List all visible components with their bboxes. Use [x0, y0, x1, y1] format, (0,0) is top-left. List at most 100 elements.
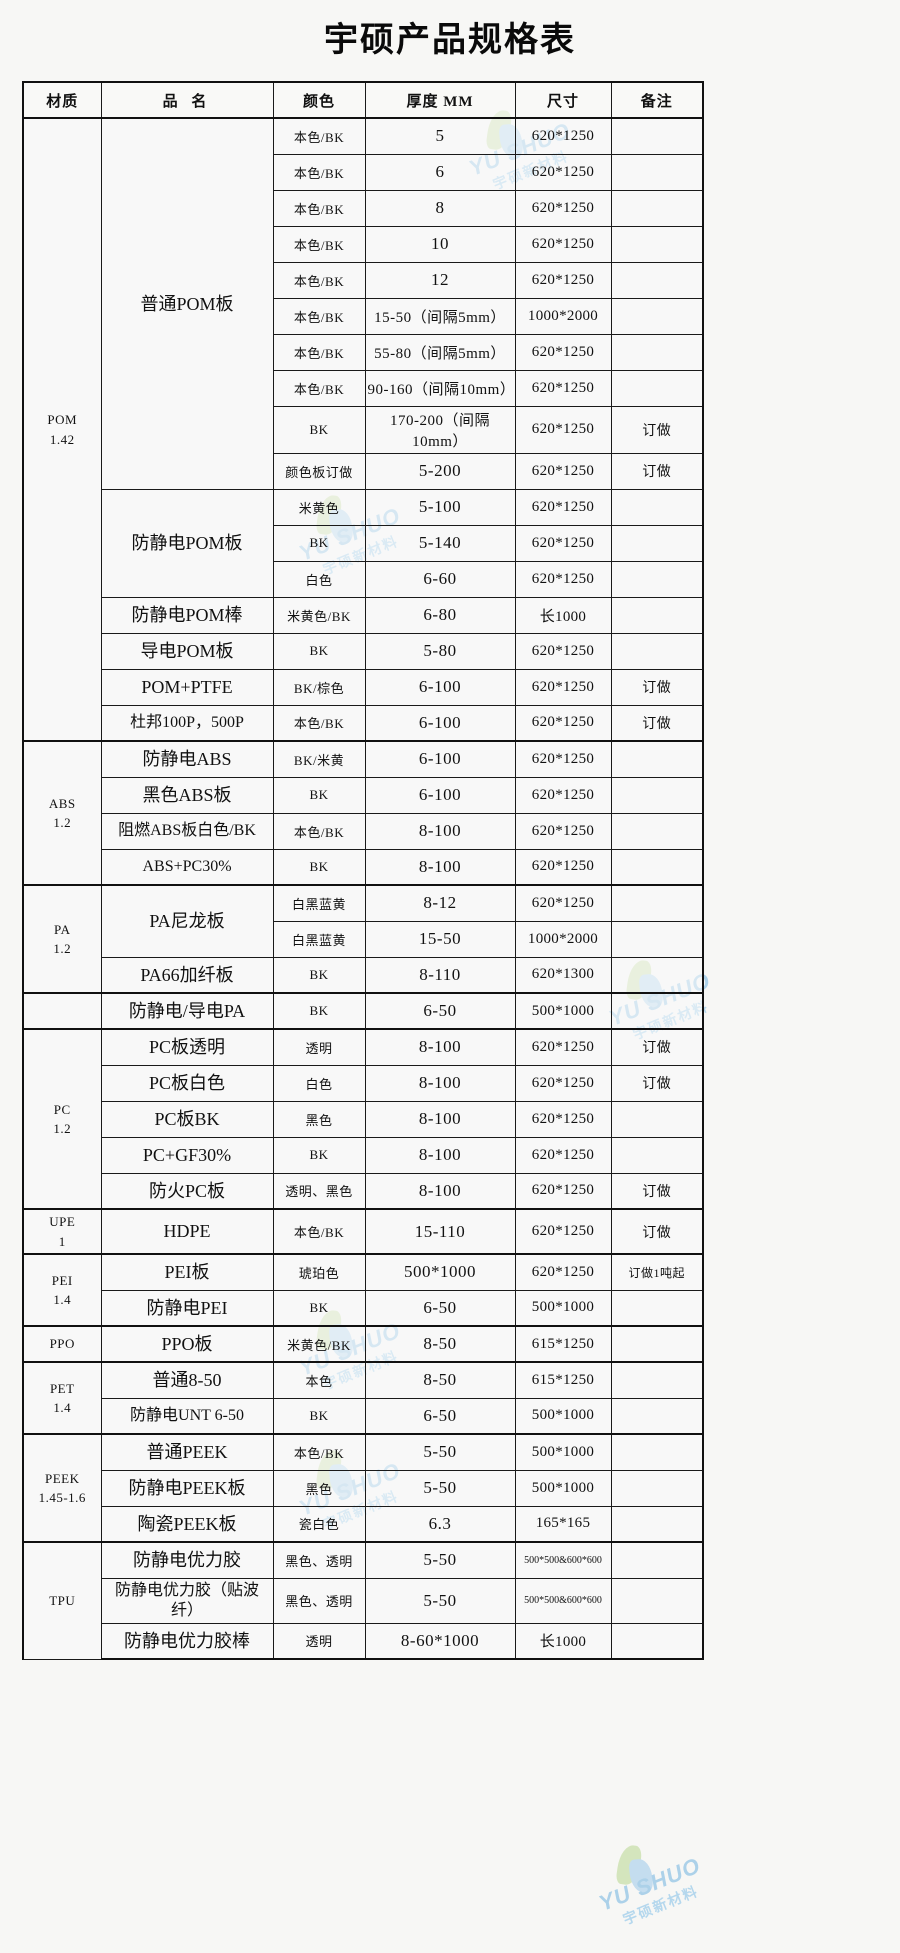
product-name-cell: 防静电UNT 6-50 — [100, 1397, 274, 1435]
size-cell: 500*500&600*600 — [514, 1577, 612, 1624]
color-cell: 本色/BK — [272, 369, 366, 407]
thickness-cell: 8-100 — [364, 1172, 516, 1210]
size-cell: 500*1000 — [514, 1289, 612, 1327]
size-cell: 长1000 — [514, 1622, 612, 1660]
remark-cell — [610, 884, 704, 922]
color-cell: 米黄色/BK — [272, 596, 366, 634]
product-name-cell: 防静电/导电PA — [100, 992, 274, 1030]
thickness-cell: 5-80 — [364, 632, 516, 670]
color-cell: 本色/BK — [272, 704, 366, 742]
color-cell: 透明 — [272, 1622, 366, 1660]
remark-cell: 订做1吨起 — [610, 1253, 704, 1291]
color-cell: BK/米黄 — [272, 740, 366, 778]
thickness-cell: 5-200 — [364, 452, 516, 490]
color-cell: BK — [272, 992, 366, 1030]
size-cell: 620*1250 — [514, 452, 612, 490]
product-name-cell: ABS+PC30% — [100, 848, 274, 886]
color-cell: 本色/BK — [272, 297, 366, 335]
color-cell: BK — [272, 1289, 366, 1327]
thickness-cell: 8-50 — [364, 1325, 516, 1363]
color-cell: 白黑蓝黄 — [272, 884, 366, 922]
table-row: PC+GF30% BK 8-100 620*1250 — [23, 1136, 704, 1174]
product-name-cell: PPO板 — [100, 1325, 274, 1363]
remark-cell: 订做 — [610, 1208, 704, 1255]
table-row: TPU 防静电优力胶 黑色、透明 5-50 500*500&600*600 — [22, 1541, 704, 1660]
size-cell: 620*1250 — [514, 668, 612, 706]
size-cell: 500*1000 — [514, 1433, 612, 1471]
material-density: 1 — [58, 1233, 66, 1249]
material-cell: TPU — [22, 1541, 102, 1660]
size-cell: 620*1250 — [514, 848, 612, 886]
thickness-cell: 8-100 — [364, 1028, 516, 1066]
material-cell: ABS 1.2 — [22, 740, 102, 886]
remark-cell — [610, 1361, 704, 1399]
table-row: BK 170-200（间隔10mm） 620*1250 订做 — [23, 405, 704, 454]
thickness-cell: 8-100 — [364, 1136, 516, 1174]
table-row: POM 1.42 普通POM板 本色/BK 5 620*1250 — [22, 117, 704, 742]
size-cell: 500*500&600*600 — [514, 1541, 612, 1579]
color-cell: 米黄色/BK — [272, 1325, 366, 1363]
material-cell: PPO — [22, 1325, 102, 1363]
table-row: ABS 1.2 防静电ABS BK/米黄 6-100 620*1250 — [22, 740, 704, 886]
remark-cell — [610, 632, 704, 670]
material-code: PEI — [51, 1272, 73, 1288]
size-cell: 620*1250 — [514, 488, 612, 526]
thickness-cell: 6-60 — [364, 560, 516, 598]
remark-cell — [610, 920, 704, 958]
remark-cell — [610, 488, 704, 526]
remark-cell — [610, 1541, 704, 1579]
product-name-cell: 防静电优力胶 — [100, 1541, 274, 1579]
remark-cell — [610, 1325, 704, 1363]
product-name-cell: 导电POM板 — [100, 632, 274, 670]
color-cell: 本色/BK — [272, 225, 366, 263]
material-code: UPE — [49, 1214, 76, 1229]
table-row: 防火PC板 透明、黑色 8-100 620*1250 订做 — [23, 1172, 704, 1210]
color-cell: BK — [272, 524, 366, 562]
remark-cell: 订做 — [610, 1172, 704, 1210]
material-cell — [22, 992, 102, 1030]
thickness-cell: 8-100 — [364, 1100, 516, 1138]
table-row: 颜色板订做 5-200 620*1250 订做 — [23, 452, 704, 490]
product-name-cell: 阻燃ABS板白色/BK — [100, 812, 274, 850]
size-cell: 620*1250 — [514, 704, 612, 742]
thickness-cell: 5-140 — [364, 524, 516, 562]
color-cell: BK — [272, 1136, 366, 1174]
size-cell: 620*1250 — [514, 1253, 612, 1291]
column-header-color: 颜色 — [272, 81, 366, 119]
product-name-cell: 陶瓷PEEK板 — [100, 1505, 274, 1543]
color-cell: 本色/BK — [272, 333, 366, 371]
material-cell: UPE 1 — [22, 1208, 102, 1255]
material-cell: PA 1.2 — [22, 884, 102, 994]
material-code: PET — [49, 1380, 75, 1396]
size-cell: 1000*2000 — [514, 297, 612, 335]
product-name-cell: 防静电优力胶（贴波纤） — [100, 1577, 274, 1624]
remark-cell — [610, 848, 704, 886]
remark-cell — [610, 117, 704, 155]
product-name-cell: PA尼龙板 — [100, 884, 274, 958]
color-cell: 颜色板订做 — [272, 452, 366, 490]
column-header-thickness: 厚度 MM — [364, 81, 516, 119]
table-row: UPE 1 HDPE 本色/BK 15-110 620*1250 订做 — [22, 1208, 704, 1255]
table-row: 防静电UNT 6-50 BK 6-50 500*1000 — [23, 1397, 704, 1435]
remark-cell — [610, 1469, 704, 1507]
size-cell: 500*1000 — [514, 1469, 612, 1507]
size-cell: 620*1250 — [514, 776, 612, 814]
size-cell: 620*1250 — [514, 884, 612, 922]
color-cell: 黑色 — [272, 1469, 366, 1507]
material-code: POM — [47, 412, 78, 427]
product-name-cell: 杜邦100P，500P — [100, 704, 274, 742]
material-code: TPU — [49, 1593, 76, 1608]
table-row: 本色/BK 12 620*1250 — [23, 261, 704, 299]
table-row: PC板BK 黑色 8-100 620*1250 — [23, 1100, 704, 1138]
remark-cell: 订做 — [610, 1064, 704, 1102]
table-row: 防静电优力胶（贴波纤） 黑色、透明 5-50 500*500&600*600 — [23, 1577, 704, 1624]
color-cell: BK — [272, 848, 366, 886]
material-density: 1.42 — [49, 431, 75, 447]
color-cell: 白色 — [272, 1064, 366, 1102]
table-header-row: 材质 品 名 颜色 厚度 MM 尺寸 备注 — [22, 81, 704, 119]
size-cell: 500*1000 — [514, 992, 612, 1030]
thickness-cell: 5-50 — [364, 1577, 516, 1624]
remark-cell — [610, 812, 704, 850]
size-cell: 620*1250 — [514, 189, 612, 227]
material-density: 1.45-1.6 — [38, 1490, 86, 1505]
